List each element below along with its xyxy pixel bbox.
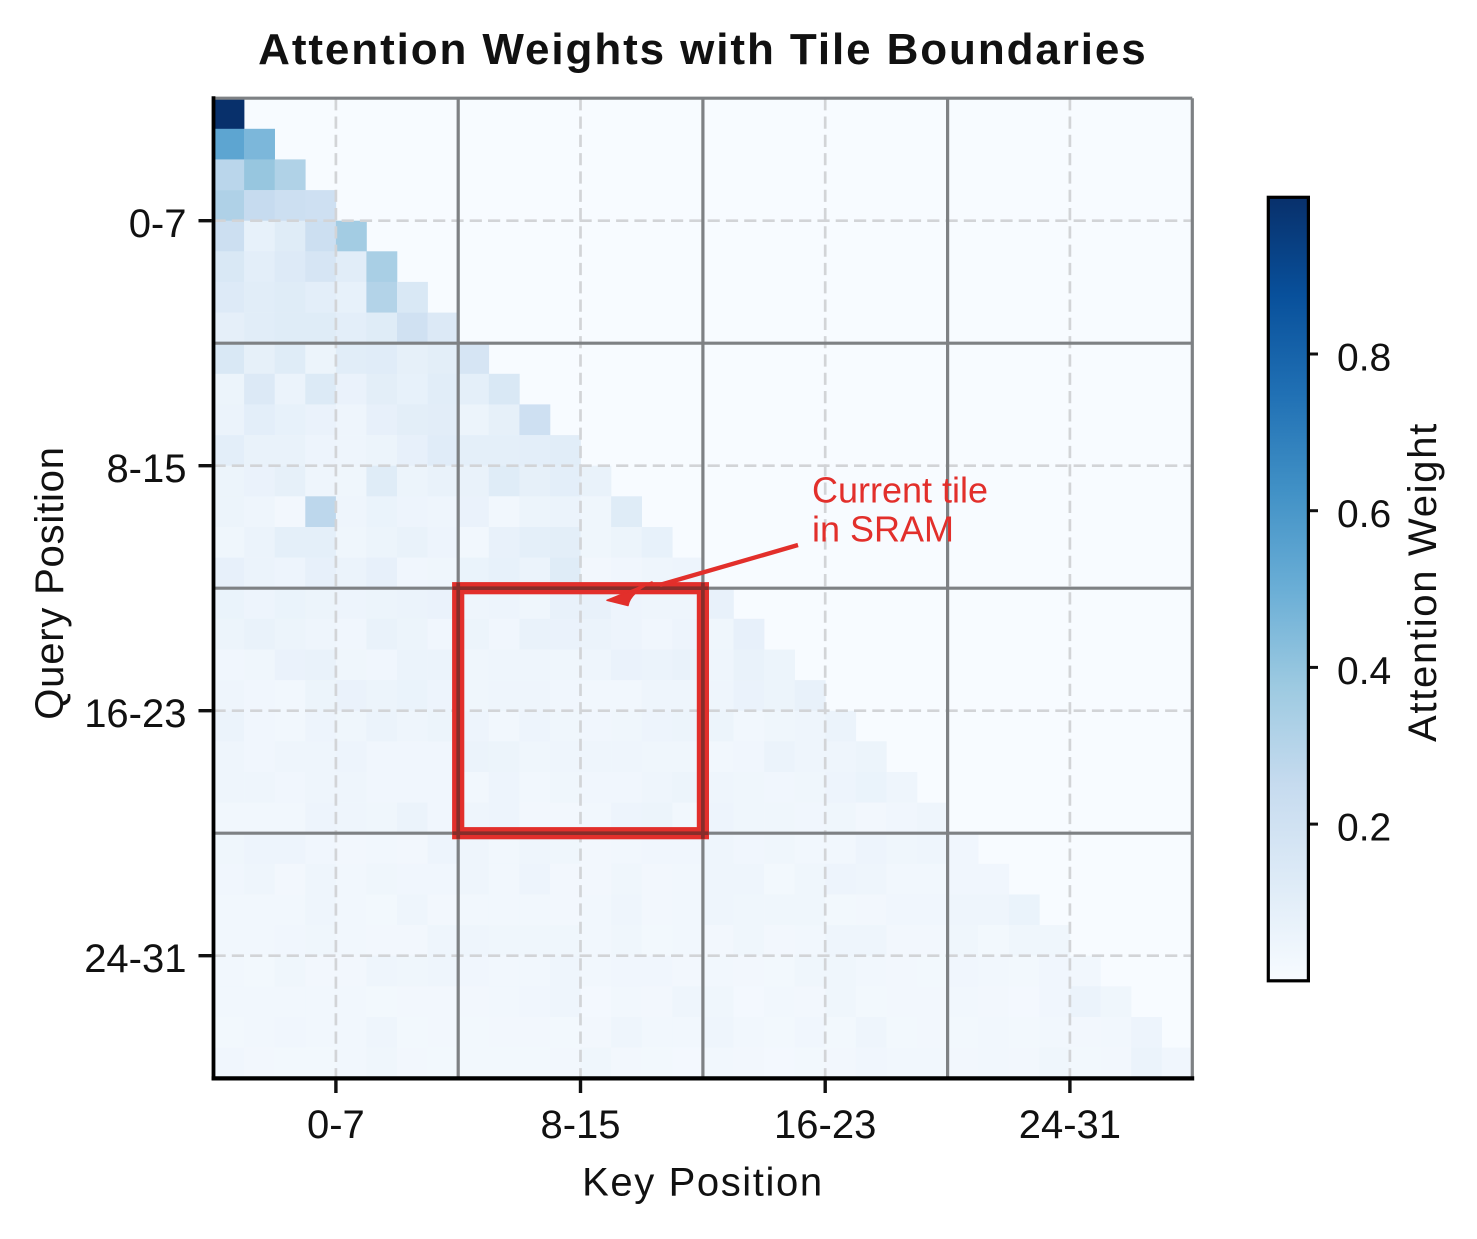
svg-text:0-7: 0-7 [129, 202, 187, 246]
svg-text:16-23: 16-23 [774, 1103, 876, 1147]
svg-text:Attention Weights with Tile Bo: Attention Weights with Tile Boundaries [258, 25, 1148, 74]
svg-text:0.4: 0.4 [1337, 650, 1391, 693]
svg-text:24-31: 24-31 [84, 937, 186, 981]
svg-text:Query Position: Query Position [28, 446, 72, 720]
svg-text:16-23: 16-23 [84, 692, 186, 736]
svg-text:0-7: 0-7 [307, 1103, 365, 1147]
svg-text:0.8: 0.8 [1337, 336, 1391, 379]
svg-text:0.2: 0.2 [1337, 807, 1391, 850]
svg-text:Current tile: Current tile [812, 470, 988, 511]
svg-text:in SRAM: in SRAM [812, 509, 954, 550]
svg-text:24-31: 24-31 [1019, 1103, 1121, 1147]
svg-text:8-15: 8-15 [540, 1103, 620, 1147]
svg-text:0.6: 0.6 [1337, 493, 1391, 536]
svg-text:Key Position: Key Position [582, 1161, 824, 1205]
svg-text:8-15: 8-15 [106, 447, 186, 491]
svg-text:Attention Weight: Attention Weight [1401, 422, 1445, 742]
